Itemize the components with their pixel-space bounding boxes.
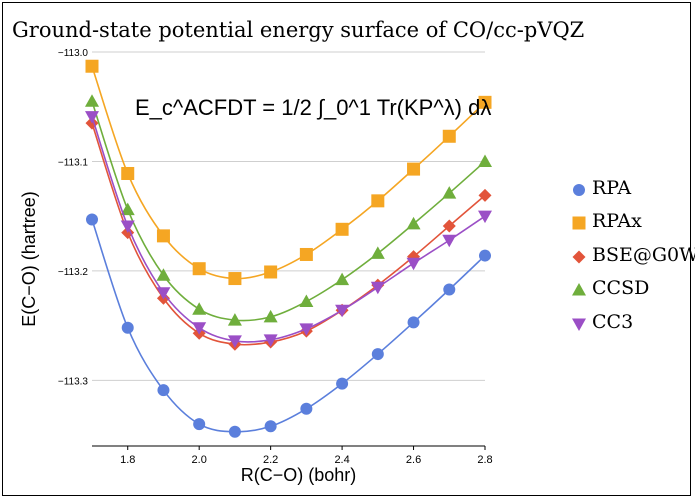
data-point-ccsd — [192, 302, 207, 315]
x-tick-label: 2.0 — [192, 454, 207, 466]
data-point-ccsd — [120, 202, 135, 216]
data-point-bse-g0w0 — [442, 219, 456, 233]
data-point-rpax — [299, 247, 313, 261]
x-tick-label: 1.8 — [120, 454, 135, 466]
x-axis-label: R(C−O) (bohr) — [241, 465, 357, 485]
data-point-rpa — [121, 321, 134, 334]
data-point-cc3 — [156, 287, 171, 300]
data-point-rpa — [371, 348, 384, 361]
data-point-rpa — [300, 402, 313, 415]
data-point-rpa — [228, 425, 241, 438]
legend-marker-shape — [572, 318, 586, 331]
grid-lines — [92, 51, 485, 381]
legend-label: RPAx — [592, 210, 642, 232]
x-tick-label: 2.4 — [334, 454, 349, 466]
legend-marker — [572, 318, 586, 331]
data-point-ccsd — [406, 216, 421, 230]
data-point-cc3 — [85, 111, 99, 124]
data-point-ccsd — [370, 246, 385, 259]
legend-marker — [572, 250, 586, 264]
data-point-cc3 — [192, 322, 207, 335]
legend-marker-shape — [572, 216, 586, 230]
legend-marker-shape — [573, 184, 585, 196]
series-line-rpa — [91, 219, 486, 433]
data-point-rpa — [193, 418, 206, 431]
data-point-rpax — [442, 129, 456, 143]
data-point-cc3 — [299, 323, 314, 336]
data-point-cc3 — [335, 304, 350, 318]
series-layer — [85, 59, 492, 438]
data-point-rpa — [157, 384, 170, 397]
data-point-ccsd — [227, 313, 242, 326]
chart-title: Ground-state potential energy surface of… — [12, 18, 585, 42]
data-point-cc3 — [120, 220, 135, 234]
data-point-cc3 — [442, 234, 457, 248]
data-point-rpax — [264, 265, 278, 279]
data-point-ccsd — [478, 154, 492, 167]
legend-marker-shape — [572, 250, 586, 264]
data-point-cc3 — [478, 210, 492, 224]
data-point-ccsd — [299, 294, 314, 308]
legend-label: CC3 — [592, 311, 634, 333]
data-point-rpax — [371, 194, 385, 208]
legend-label: BSE@G0W0 — [592, 244, 695, 266]
legend-marker-shape — [572, 283, 586, 296]
y-tick-label: −113.2 — [58, 267, 89, 278]
data-point-rpax — [335, 222, 349, 236]
axes — [92, 445, 486, 450]
data-point-ccsd — [335, 272, 350, 286]
data-point-cc3 — [406, 257, 421, 271]
y-tick-label: −113.1 — [58, 157, 89, 168]
y-axis-label: E(C−O) (hartree) — [19, 191, 39, 327]
series-rpa — [86, 213, 491, 438]
data-point-rpax — [192, 262, 206, 276]
legend-marker — [572, 216, 586, 230]
data-point-rpax — [407, 162, 421, 176]
series-rpax — [85, 59, 492, 286]
data-point-ccsd — [442, 186, 457, 199]
data-point-rpa — [264, 420, 277, 433]
axis-labels: −113.0 −113.1 −113.2 −113.3 1.8 2.0 2.2 2.4 2.6 2… — [19, 48, 493, 485]
formula-annotation: E_c^ACFDT = 1/2 ∫_0^1 Tr(KP^λ) dλ — [135, 95, 491, 120]
data-point-rpax — [85, 59, 99, 73]
data-point-rpax — [156, 229, 170, 243]
data-point-ccsd — [85, 94, 99, 107]
data-point-rpax — [121, 166, 135, 180]
series-bse-g0w0 — [85, 116, 492, 351]
chart-frame — [2, 2, 691, 496]
series-ccsd — [85, 94, 492, 326]
data-point-cc3 — [227, 335, 242, 348]
data-point-rpa — [86, 213, 98, 226]
x-tick-label: 2.2 — [263, 454, 278, 466]
data-point-rpa — [336, 377, 349, 390]
legend-marker — [573, 184, 585, 196]
data-point-cc3 — [263, 334, 278, 347]
legend-label: RPA — [592, 177, 632, 199]
y-tick-label: −113.0 — [58, 48, 89, 59]
y-tick-label: −113.3 — [58, 376, 89, 387]
data-point-rpa — [479, 249, 491, 262]
data-point-cc3 — [370, 281, 385, 295]
data-point-ccsd — [156, 268, 171, 281]
series-line-ccsd — [91, 100, 486, 322]
legend-label: CCSD — [592, 277, 650, 299]
series-line-cc3 — [91, 116, 486, 343]
series-cc3 — [85, 111, 492, 348]
data-point-rpa — [407, 316, 420, 329]
data-point-rpax — [478, 95, 492, 109]
data-point-rpa — [443, 283, 456, 296]
x-tick-label: 2.6 — [406, 454, 421, 466]
data-point-ccsd — [263, 309, 278, 323]
data-point-bse-g0w0 — [478, 188, 492, 202]
data-point-rpax — [228, 272, 242, 286]
x-tick-label: 2.8 — [477, 454, 492, 466]
legend-marker — [572, 283, 586, 296]
